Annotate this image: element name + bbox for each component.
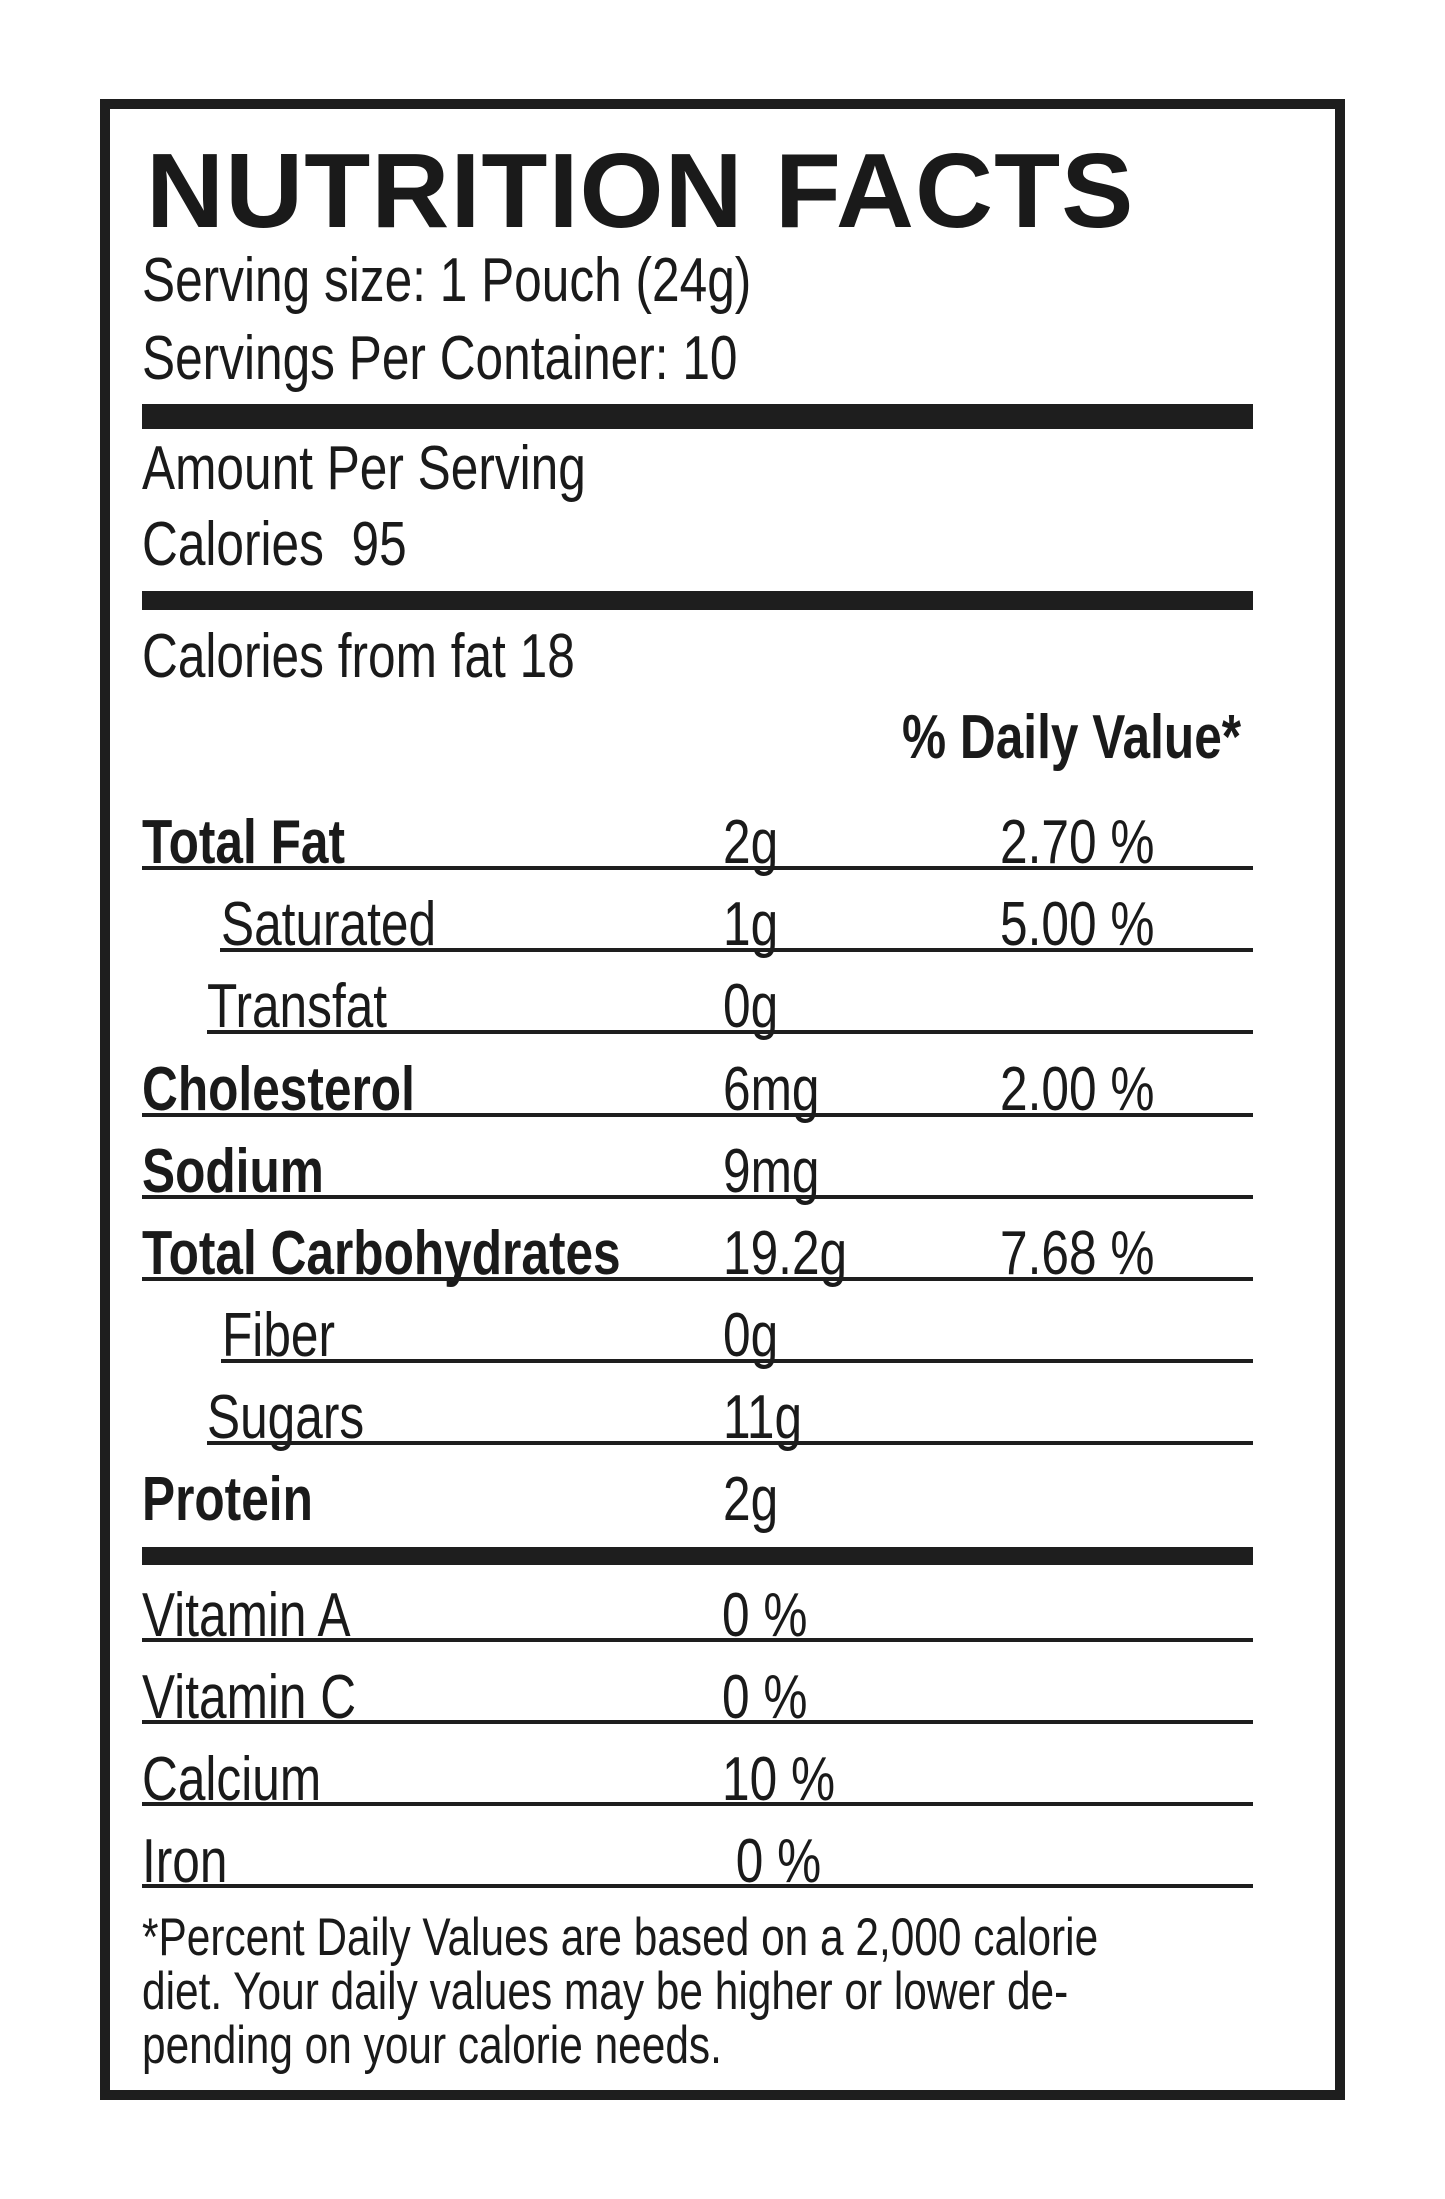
nutrient-amount: 2g [723, 1465, 779, 1534]
footnote-line: *Percent Daily Values are based on a 2,0… [142, 1908, 1099, 1967]
nutrient-daily-value: 2.70 % [1000, 808, 1155, 877]
nutrient-amount: 2g [723, 808, 779, 877]
nutrient-amount: 1g [723, 890, 779, 959]
row-rule [207, 1030, 1253, 1034]
servings-per-container: Servings Per Container: 10 [142, 324, 738, 393]
nutrient-amount: 19.2g [723, 1219, 848, 1288]
row-rule [142, 1884, 1253, 1888]
vitamin-value: 0 % [722, 1581, 808, 1650]
nutrient-amount: 0g [723, 1301, 779, 1370]
nutrient-label: Fiber [222, 1301, 336, 1370]
daily-value-header: % Daily Value* [902, 703, 1242, 772]
calories-from-fat: Calories from fat 18 [142, 622, 575, 691]
nutrient-amount: 11g [723, 1383, 803, 1452]
calories: Calories 95 [142, 510, 407, 579]
row-rule [142, 866, 1253, 870]
vitamin-value: 0 % [722, 1827, 822, 1896]
vitamin-value: 10 % [722, 1745, 836, 1814]
vitamin-label: Calcium [142, 1745, 322, 1814]
row-rule [142, 1113, 1253, 1117]
row-rule [142, 1802, 1253, 1806]
nutrient-label: Sodium [142, 1137, 324, 1206]
row-rule [221, 1359, 1253, 1363]
thick-divider [142, 1547, 1253, 1565]
label-title: NUTRITION FACTS [146, 132, 1135, 250]
serving-size: Serving size: 1 Pouch (24g) [142, 246, 752, 315]
nutrient-label: Total Carbohydrates [142, 1219, 621, 1288]
row-rule [142, 1638, 1253, 1642]
vitamin-value: 0 % [722, 1663, 808, 1732]
amount-per-serving: Amount Per Serving [142, 434, 586, 503]
nutrition-label-border [100, 99, 1345, 2100]
vitamin-label: Vitamin A [142, 1581, 351, 1650]
thick-divider [142, 404, 1253, 429]
nutrient-amount: 9mg [723, 1137, 820, 1206]
nutrient-label: Transfat [207, 972, 388, 1041]
nutrient-label: Protein [142, 1465, 313, 1534]
row-rule [142, 1195, 1253, 1199]
row-rule [207, 1441, 1253, 1445]
nutrient-daily-value: 7.68 % [1000, 1219, 1155, 1288]
nutrient-label: Total Fat [142, 808, 345, 877]
nutrient-amount: 0g [723, 972, 779, 1041]
footnote-line: pending on your calorie needs. [142, 2016, 722, 2075]
nutrient-daily-value: 5.00 % [1000, 890, 1155, 959]
nutrient-label: Saturated [221, 890, 437, 959]
row-rule [220, 948, 1253, 952]
nutrient-daily-value: 2.00 % [1000, 1055, 1155, 1124]
nutrient-label: Cholesterol [142, 1055, 415, 1124]
vitamin-label: Iron [142, 1827, 228, 1896]
thick-divider [142, 591, 1253, 610]
nutrient-label: Sugars [207, 1383, 365, 1452]
row-rule [142, 1720, 1253, 1724]
row-rule [142, 1277, 1253, 1281]
footnote-line: diet. Your daily values may be higher or… [142, 1962, 1069, 2021]
nutrient-amount: 6mg [723, 1055, 820, 1124]
vitamin-label: Vitamin C [142, 1663, 357, 1732]
